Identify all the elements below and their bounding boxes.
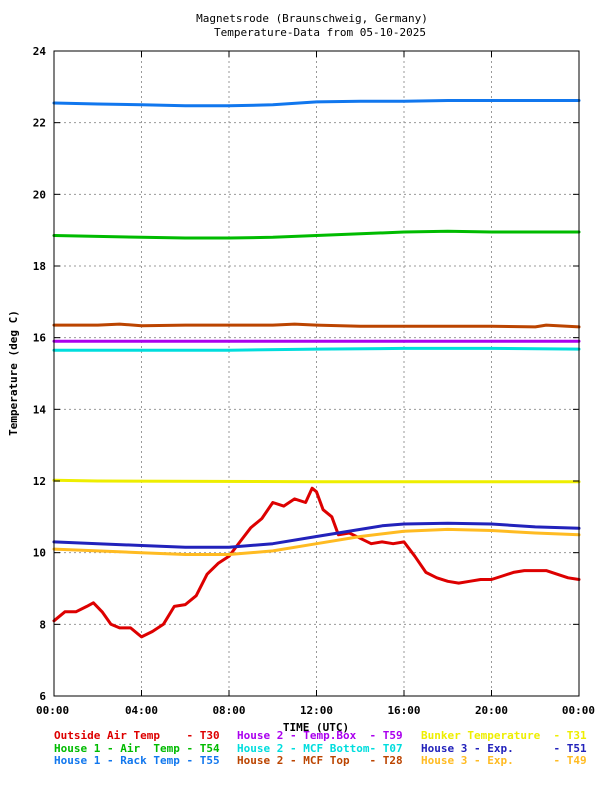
y-tick-label: 12 [33, 475, 46, 488]
x-axis-label: TIME (UTC) [283, 721, 349, 734]
legend-entry-t28: House 2 - MCF Top - T28 [237, 754, 403, 767]
y-tick-label: 16 [33, 332, 47, 345]
y-tick-label: 22 [33, 117, 46, 130]
legend-entry-t31: Bunker Temperature - T31 [421, 729, 587, 742]
x-tick-label: 20:00 [475, 704, 508, 717]
y-tick-label: 10 [33, 547, 46, 560]
legend-entry-t54: House 1 - Air Temp - T54 [54, 742, 220, 755]
series-line-t07 [52, 346, 581, 352]
legend-entry-t30: Outside Air Temp - T30 [54, 729, 220, 742]
legend-label: House 2 - MCF Bottom- T07 [237, 742, 403, 755]
legend: Outside Air Temp - T30 House 2 - Temp.Box… [54, 729, 587, 767]
legend-entry-t55: House 1 - Rack Temp - T55 [54, 754, 220, 767]
y-tick-label: 24 [33, 45, 47, 58]
series-line-t30 [52, 486, 581, 639]
series-layer [52, 99, 581, 639]
y-axis-label: Temperature (deg C) [7, 310, 20, 436]
legend-label: House 1 - Rack Temp - T55 [54, 754, 220, 767]
legend-label: House 2 - Temp.Box - T59 [237, 729, 403, 742]
legend-label: Bunker Temperature - T31 [421, 729, 587, 742]
legend-label: Outside Air Temp - T30 [54, 729, 220, 742]
x-tick-label: 12:00 [300, 704, 333, 717]
y-tick-label: 18 [33, 260, 46, 273]
y-tick-label: 14 [33, 403, 47, 416]
legend-label: House 3 - Exp. - T49 [421, 754, 587, 767]
series-line-t49 [52, 527, 581, 556]
x-tick-label: 00:00 [562, 704, 595, 717]
legend-entry-t51: House 3 - Exp. - T51 [421, 742, 587, 755]
series-line-t31 [52, 478, 581, 484]
chart-title-line1: Magnetsrode (Braunschweig, Germany) [196, 12, 428, 25]
series-line-t54 [52, 229, 581, 240]
y-tick-label: 6 [39, 690, 46, 703]
x-tick-label: 08:00 [212, 704, 245, 717]
legend-label: House 2 - MCF Top - T28 [237, 754, 403, 767]
series-line-t51 [52, 521, 581, 549]
axis-ticks: 6 8 10 12 14 16 18 20 22 24 00:00 04:00 08:00 12:00 16… [33, 45, 595, 717]
legend-label: House 3 - Exp. - T51 [421, 742, 587, 755]
series-line-t28 [52, 322, 581, 329]
chart-title-line2: Temperature-Data from 05-10-2025 [214, 26, 426, 39]
plot-grid [54, 51, 579, 696]
x-tick-label: 16:00 [387, 704, 420, 717]
y-tick-label: 8 [39, 618, 46, 631]
y-tick-label: 20 [33, 188, 46, 201]
x-tick-label: 04:00 [125, 704, 158, 717]
legend-entry-t59: House 2 - Temp.Box - T59 [237, 729, 403, 742]
series-line-t55 [52, 99, 581, 108]
legend-entry-t49: House 3 - Exp. - T49 [421, 754, 587, 767]
x-tick-label: 00:00 [36, 704, 69, 717]
legend-entry-t07: House 2 - MCF Bottom- T07 [237, 742, 403, 755]
legend-label: House 1 - Air Temp - T54 [54, 742, 220, 755]
